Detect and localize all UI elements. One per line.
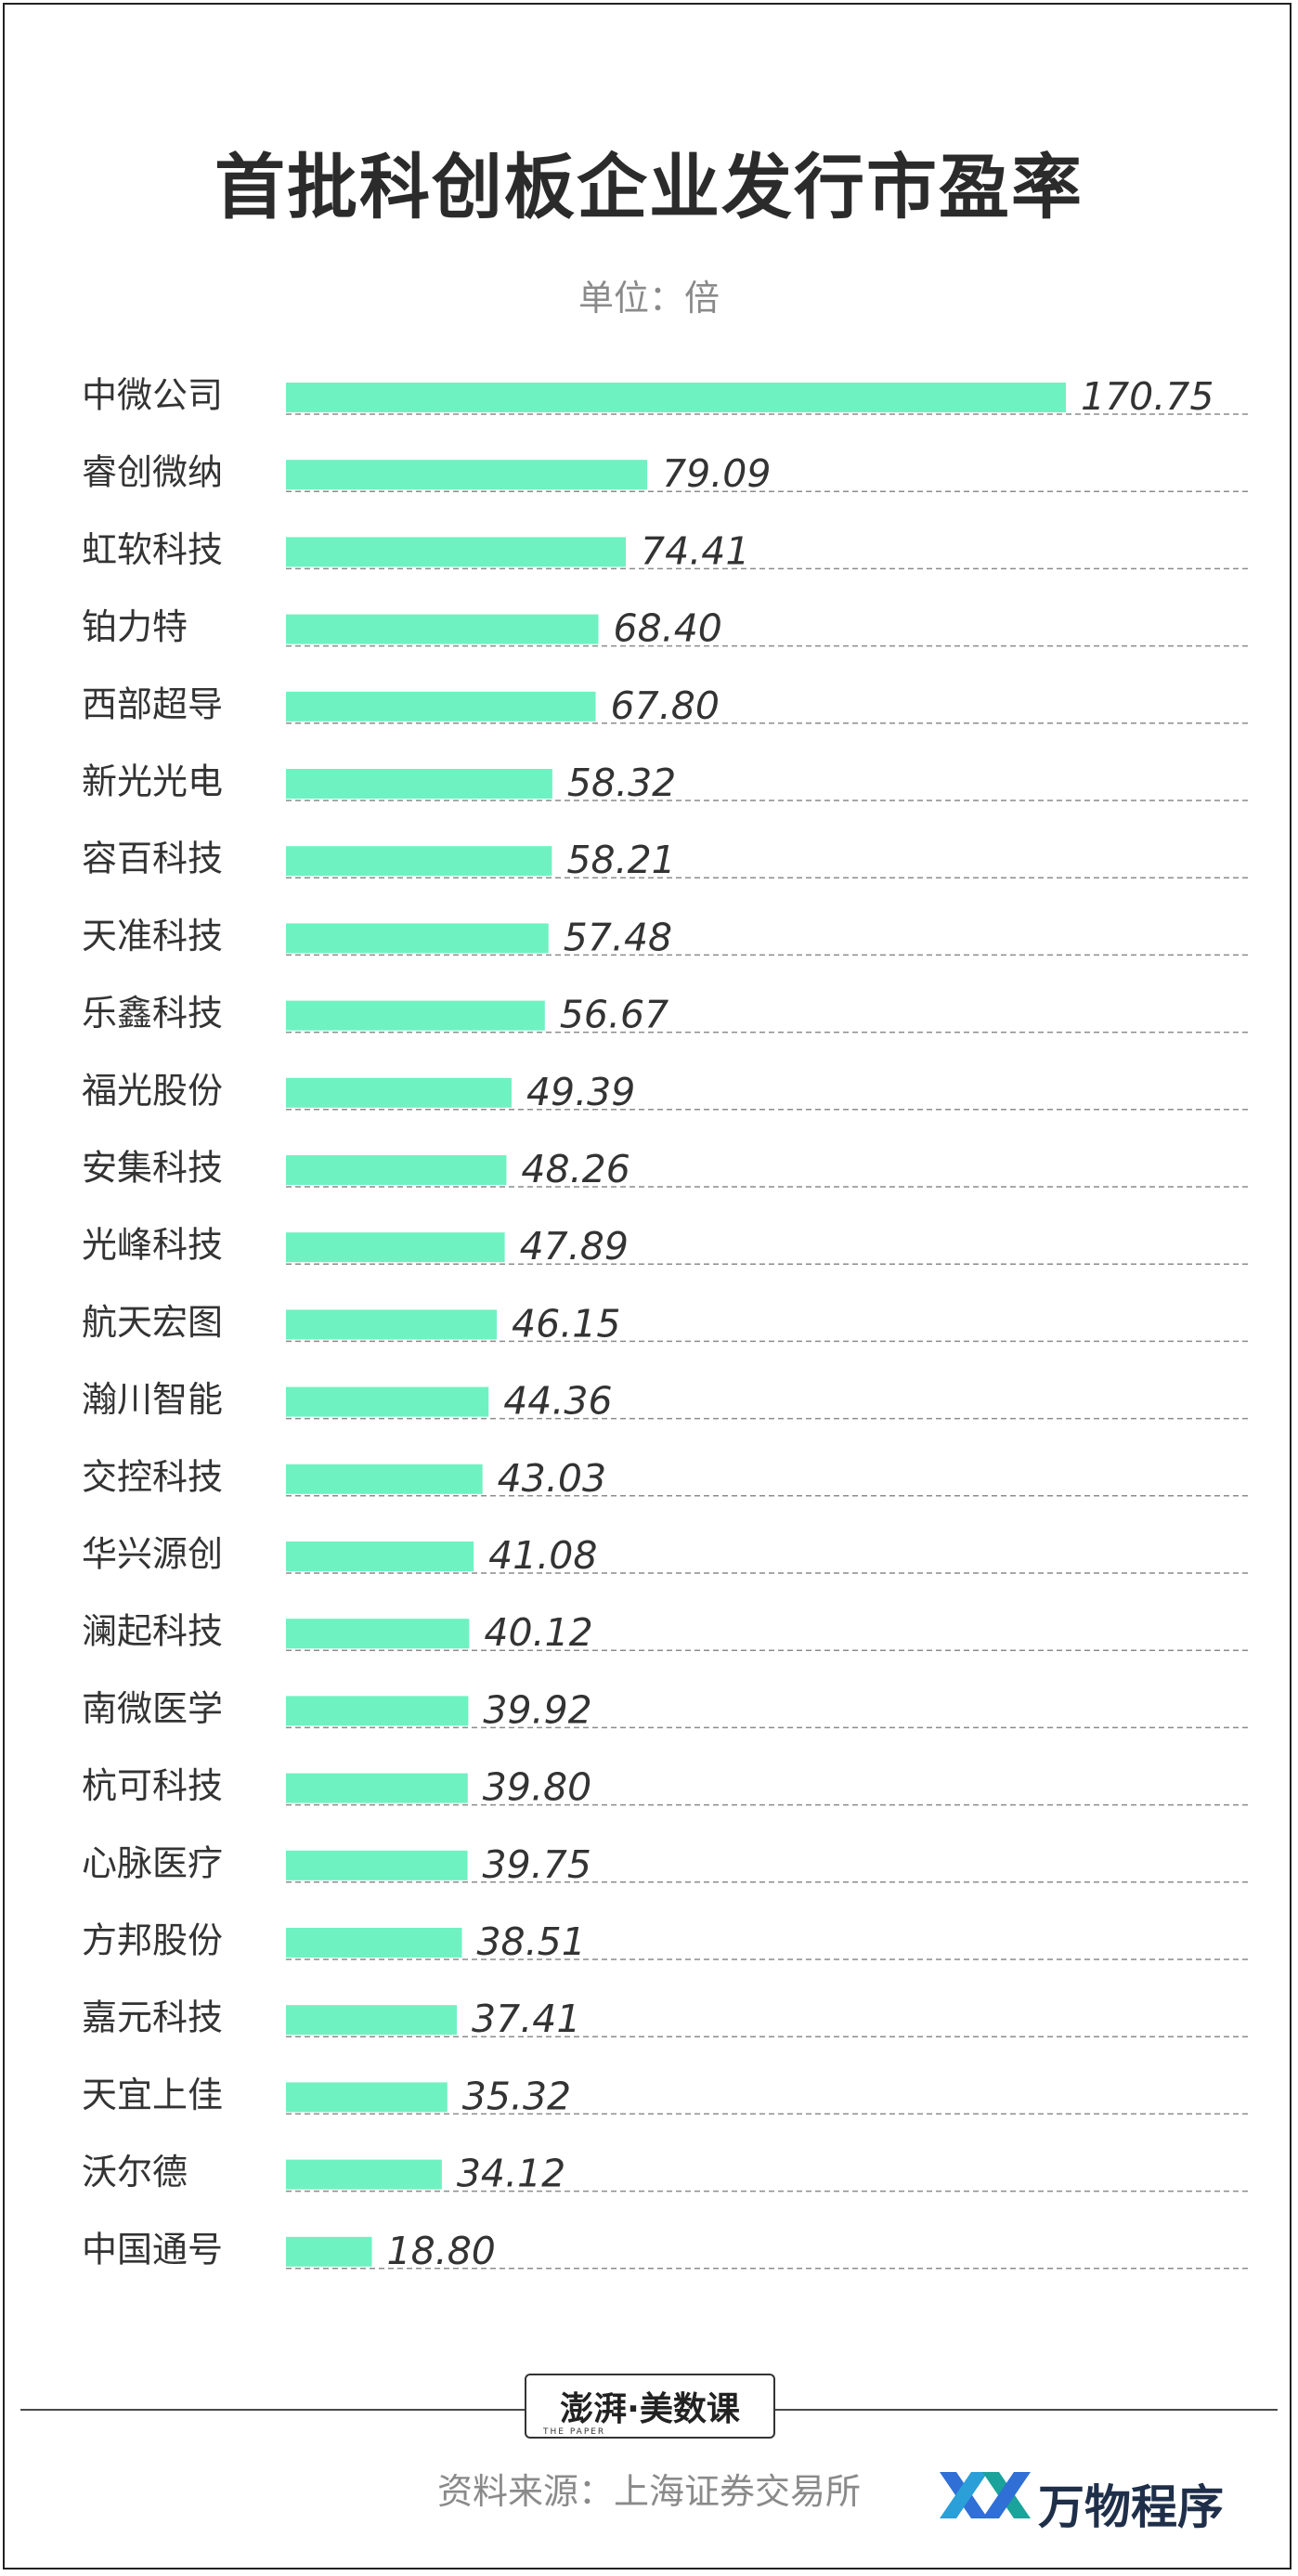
category-label: 航天宏图 xyxy=(82,1302,223,1343)
bar xyxy=(286,923,549,954)
value-label: 58.32 xyxy=(567,761,676,805)
category-label: 天准科技 xyxy=(82,916,223,956)
value-label: 44.36 xyxy=(503,1379,612,1424)
category-label: 杭可科技 xyxy=(82,1765,223,1806)
bar xyxy=(286,383,1066,412)
value-label: 170.75 xyxy=(1081,374,1214,419)
value-label: 58.21 xyxy=(566,838,675,882)
bar xyxy=(286,2159,442,2190)
category-label: 心脉医疗 xyxy=(82,1842,223,1883)
value-label: 39.92 xyxy=(483,1687,591,1732)
bar xyxy=(286,769,552,799)
bar xyxy=(286,1696,469,1726)
bar xyxy=(286,1619,470,1649)
category-label: 光峰科技 xyxy=(82,1225,223,1266)
value-label: 56.67 xyxy=(560,993,668,1037)
bar xyxy=(286,1542,474,1571)
footer-divider-right xyxy=(775,2409,1278,2411)
category-label: 沃尔德 xyxy=(82,2152,188,2192)
value-label: 41.08 xyxy=(488,1533,597,1578)
source-note: 资料来源：上海证券交易所 xyxy=(436,2471,861,2512)
bar xyxy=(286,691,596,722)
bar xyxy=(286,1773,468,1803)
bar xyxy=(286,1464,483,1494)
value-label: 47.89 xyxy=(520,1224,629,1268)
value-label: 79.09 xyxy=(662,451,771,496)
chart-title: 首批科创板企业发行市盈率 xyxy=(214,146,1084,228)
category-label: 安集科技 xyxy=(82,1148,223,1189)
bar xyxy=(286,1850,468,1880)
value-label: 57.48 xyxy=(564,915,672,959)
value-label: 35.32 xyxy=(462,2074,571,2118)
footer-divider-left xyxy=(20,2409,525,2411)
category-label: 交控科技 xyxy=(82,1456,223,1497)
bar xyxy=(286,1309,498,1340)
bar xyxy=(286,1077,512,1108)
bar xyxy=(286,537,627,567)
bar-chart: 中微公司 170.75 睿创微纳 79.09 虹软科技 74.41 铂力特 68.40 西部超导… xyxy=(82,374,1252,2273)
category-label: 乐鑫科技 xyxy=(82,993,223,1034)
category-label: 容百科技 xyxy=(82,839,223,879)
value-label: 38.51 xyxy=(476,1919,585,1964)
bar xyxy=(286,1000,545,1031)
category-label: 福光股份 xyxy=(82,1070,223,1111)
value-label: 67.80 xyxy=(611,683,720,728)
value-label: 43.03 xyxy=(498,1456,606,1501)
category-label: 瀚川智能 xyxy=(82,1379,223,1420)
bar xyxy=(286,614,599,644)
category-label: 嘉元科技 xyxy=(82,1997,223,2038)
category-label: 中国通号 xyxy=(82,2229,223,2270)
value-label: 68.40 xyxy=(613,606,721,651)
unit-label: 单位：倍 xyxy=(578,278,720,319)
category-label: 西部超导 xyxy=(82,683,223,724)
category-label: 虹软科技 xyxy=(82,529,223,570)
brand-logo: 澎湃·美数课 xyxy=(525,2374,775,2439)
value-label: 34.12 xyxy=(457,2152,565,2196)
category-label: 方邦股份 xyxy=(82,1920,223,1961)
category-label: 睿创微纳 xyxy=(82,452,223,493)
bar xyxy=(286,460,648,490)
bar xyxy=(286,2082,448,2113)
value-label: 39.75 xyxy=(483,1842,591,1887)
value-label: 46.15 xyxy=(512,1301,620,1346)
watermark-logo-icon xyxy=(940,2472,1031,2518)
category-label: 天宜上佳 xyxy=(82,2075,223,2115)
bar xyxy=(286,846,552,877)
watermark-text: 万物程序 xyxy=(1038,2480,1224,2534)
category-label: 中微公司 xyxy=(82,375,223,416)
bar xyxy=(286,1155,507,1185)
value-label: 18.80 xyxy=(386,2229,495,2273)
value-label: 48.26 xyxy=(521,1147,630,1191)
brand-sub-text: THE PAPER xyxy=(543,2427,606,2437)
bar xyxy=(286,2236,372,2267)
bar xyxy=(286,1232,505,1263)
category-label: 澜起科技 xyxy=(82,1611,223,1652)
category-label: 华兴源创 xyxy=(82,1534,223,1575)
category-label: 南微医学 xyxy=(82,1688,223,1729)
bar xyxy=(286,1386,489,1417)
category-label: 铂力特 xyxy=(82,606,188,647)
value-label: 39.80 xyxy=(483,1765,591,1810)
value-label: 40.12 xyxy=(484,1610,592,1655)
value-label: 37.41 xyxy=(472,1997,580,2041)
bar xyxy=(286,1928,462,1958)
value-label: 49.39 xyxy=(526,1070,635,1114)
bar xyxy=(286,2005,458,2036)
chart-frame xyxy=(3,3,1292,2569)
category-label: 新光光电 xyxy=(82,761,223,802)
value-label: 74.41 xyxy=(641,528,749,573)
